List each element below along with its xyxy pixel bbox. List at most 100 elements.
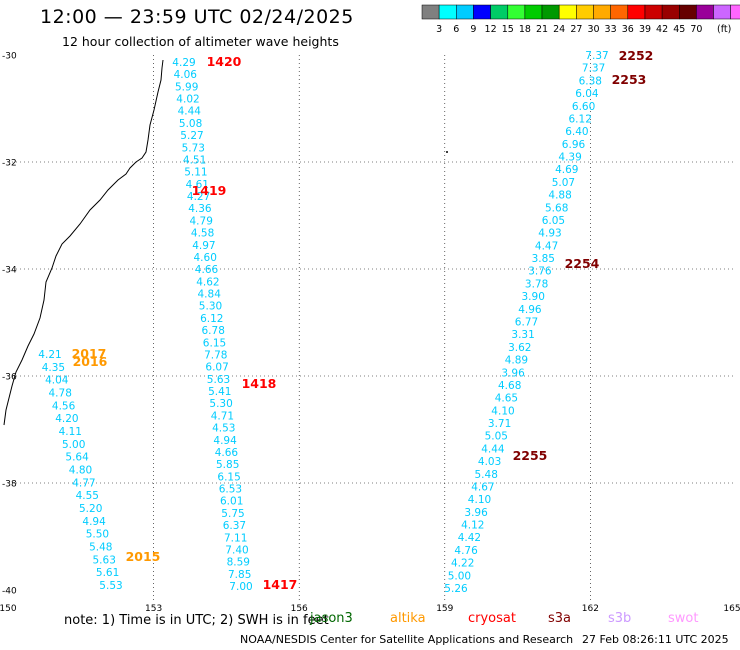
satellite-legend-item: swot [668, 611, 699, 626]
pass-label: 2016 [73, 354, 108, 369]
color-scale-swatch [730, 4, 740, 20]
wave-height-value: 3.71 [488, 418, 511, 430]
wave-height-value: 7.78 [204, 350, 227, 362]
color-scale-label: 42 [656, 24, 668, 35]
wave-height-value: 4.61 [186, 179, 209, 191]
wave-height-value: 5.85 [216, 459, 239, 471]
wave-height-value: 5.11 [184, 167, 207, 179]
wave-height-value: 7.40 [225, 544, 248, 556]
wave-height-value: 4.39 [558, 152, 581, 164]
satellite-legend-item: s3a [548, 611, 572, 626]
wave-height-value: 4.66 [215, 447, 239, 459]
color-scale-label: 70 [690, 24, 702, 35]
wave-height-value: 6.12 [200, 313, 223, 325]
longitude-tick-label: 162 [582, 604, 599, 614]
wave-height-value: 4.12 [461, 520, 484, 532]
wave-height-value: 4.51 [183, 155, 206, 167]
wave-height-value: 5.68 [545, 202, 568, 214]
wave-height-value: 5.63 [93, 554, 116, 566]
longitude-tick-label: 159 [436, 604, 453, 614]
satellite-legend-item: altika [390, 611, 426, 626]
map-subtitle: 12 hour collection of altimeter wave hei… [62, 34, 339, 49]
wave-height-value: 4.21 [38, 349, 61, 361]
wave-height-value: 6.77 [515, 317, 538, 329]
satellite-legend-item: jason3 [310, 611, 353, 626]
wave-height-value: 5.63 [207, 374, 230, 386]
wave-height-value: 6.38 [579, 75, 602, 87]
wave-height-value: 5.99 [175, 81, 198, 93]
wave-height-value: 4.79 [190, 215, 213, 227]
wave-height-value: 7.37 [585, 50, 608, 62]
wave-height-value: 6.01 [220, 496, 243, 508]
altimeter-track: 7.377.376.386.046.606.126.406.964.394.69… [444, 50, 608, 595]
wave-height-value: 4.42 [458, 532, 481, 544]
wave-height-value: 4.62 [196, 276, 219, 288]
longitude-tick-label: 165 [723, 604, 740, 614]
color-scale-label: 3 [436, 24, 442, 35]
coastline [3, 59, 164, 426]
latitude-tick-label: -36 [2, 373, 17, 383]
pass-label: 2252 [619, 48, 654, 63]
wave-height-value: 4.02 [176, 94, 199, 106]
wave-height-value: 4.71 [211, 410, 234, 422]
wave-height-value: 4.65 [495, 393, 518, 405]
wave-height-value: 6.96 [562, 139, 586, 151]
wave-height-value: 4.44 [178, 106, 202, 118]
altimeter-track: 4.214.354.044.784.564.204.115.005.644.80… [38, 349, 122, 592]
longitude-tick-label: 153 [145, 604, 162, 614]
credit-text: NOAA/NESDIS Center for Satellite Applica… [240, 633, 574, 646]
wave-height-value: 5.73 [182, 142, 205, 154]
wave-height-value: 4.97 [192, 240, 215, 252]
wave-height-value: 5.26 [444, 583, 468, 595]
graticule [8, 55, 736, 600]
color-scale-label: 24 [553, 24, 565, 35]
color-scale-label: 18 [519, 24, 531, 35]
wave-height-value: 6.05 [542, 215, 565, 227]
latitude-tick-label: -38 [2, 480, 17, 490]
wave-height-value: 7.00 [229, 581, 252, 593]
wave-height-value: 6.07 [205, 362, 228, 374]
wave-height-value: 4.67 [471, 482, 494, 494]
wave-height-value: 5.08 [179, 118, 202, 130]
wave-height-value: 3.96 [464, 507, 488, 519]
wave-height-value: 8.59 [227, 557, 250, 569]
wave-height-value: 4.20 [55, 413, 78, 425]
wave-height-value: 4.88 [548, 190, 571, 202]
wave-height-value: 5.64 [65, 452, 89, 464]
wave-height-value: 6.15 [217, 471, 240, 483]
wave-height-value: 4.68 [498, 380, 521, 392]
wave-height-value: 4.56 [52, 400, 76, 412]
color-scale-unit: (ft) [717, 24, 731, 35]
wave-height-value: 4.04 [45, 375, 69, 387]
wave-height-value: 6.04 [575, 88, 599, 100]
latitude-tick-label: -34 [2, 266, 17, 276]
pass-label: 2255 [513, 448, 548, 463]
wave-height-value: 5.27 [180, 130, 203, 142]
wave-height-value: 4.55 [76, 490, 99, 502]
pass-label: 2015 [126, 549, 161, 564]
pass-label: 1418 [242, 376, 277, 391]
wave-height-value: 7.85 [228, 569, 251, 581]
wave-height-value: 4.94 [213, 435, 237, 447]
pass-label: 1419 [192, 183, 227, 198]
satellite-legend-item: s3b [608, 611, 632, 626]
satellite-legend-item: cryosat [468, 611, 516, 626]
wave-height-value: 3.90 [522, 291, 545, 303]
wave-height-value: 4.29 [172, 57, 195, 69]
wave-height-value: 6.40 [565, 126, 588, 138]
wave-height-value: 4.47 [535, 240, 558, 252]
wave-height-value: 4.35 [42, 362, 65, 374]
wave-height-value: 4.11 [59, 426, 82, 438]
altimeter-track: 4.294.065.994.024.445.085.275.734.515.11… [172, 57, 252, 593]
wave-height-value: 4.76 [454, 545, 478, 557]
wave-height-value: 5.07 [552, 177, 575, 189]
wave-height-value: 5.75 [221, 508, 244, 520]
color-scale-label: 30 [587, 24, 599, 35]
wave-height-value: 4.66 [195, 264, 219, 276]
wave-height-value: 7.11 [224, 532, 247, 544]
generated-timestamp: 27 Feb 08:26:11 UTC 2025 [582, 633, 729, 646]
wave-height-value: 5.48 [89, 542, 112, 554]
wave-height-value: 3.76 [528, 266, 552, 278]
color-scale-label: 21 [536, 24, 548, 35]
